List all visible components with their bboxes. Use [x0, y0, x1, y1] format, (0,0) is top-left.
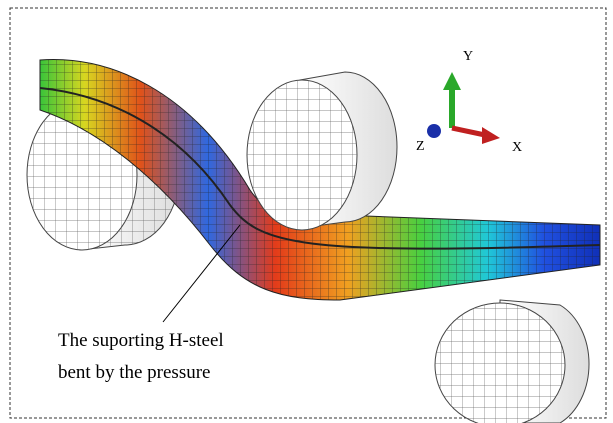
- simulation-render: Y Z X The suporting H-steel bent by the …: [0, 0, 613, 423]
- figure: Y Z X The suporting H-steel bent by the …: [0, 0, 613, 423]
- y-axis-label: Y: [463, 49, 473, 64]
- z-axis-label: Z: [416, 139, 425, 154]
- bottom-roller: [435, 300, 589, 423]
- annotation-line: The suporting H-steel: [58, 330, 224, 351]
- x-axis-label: X: [512, 140, 522, 155]
- axis-triad: Y Z X: [416, 49, 522, 155]
- top-roller: [247, 72, 397, 230]
- leader-line: [163, 225, 240, 322]
- annotation-line: bent by the pressure: [58, 362, 210, 383]
